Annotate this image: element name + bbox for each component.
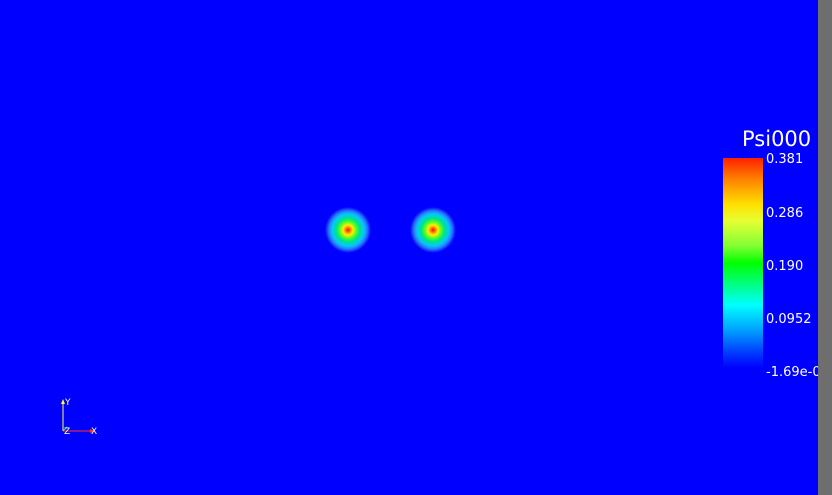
z-axis-label: Z — [64, 427, 70, 437]
colorbar-tick-label: -1.69e-07 — [766, 365, 818, 380]
colorbar-gradient — [723, 158, 763, 368]
side-scrollbar[interactable] — [818, 0, 832, 495]
colorbar-title: Psi000 — [742, 127, 812, 151]
psi-peak-right — [410, 207, 456, 253]
orientation-axes-triad: Y X Z — [61, 398, 97, 437]
z-axis-line — [62, 426, 68, 432]
colorbar-tick-label: 0.0952 — [766, 312, 812, 327]
x-axis-arrow — [90, 429, 95, 433]
x-axis-label: X — [91, 427, 97, 437]
y-axis-label: Y — [64, 398, 71, 408]
colorbar-tick-label: 0.286 — [766, 206, 804, 221]
colorbar-tick-label: 0.381 — [766, 152, 804, 167]
y-axis-arrow — [61, 399, 65, 404]
colorbar-tick-label: 0.190 — [766, 259, 804, 274]
psi-peak-left — [325, 207, 371, 253]
